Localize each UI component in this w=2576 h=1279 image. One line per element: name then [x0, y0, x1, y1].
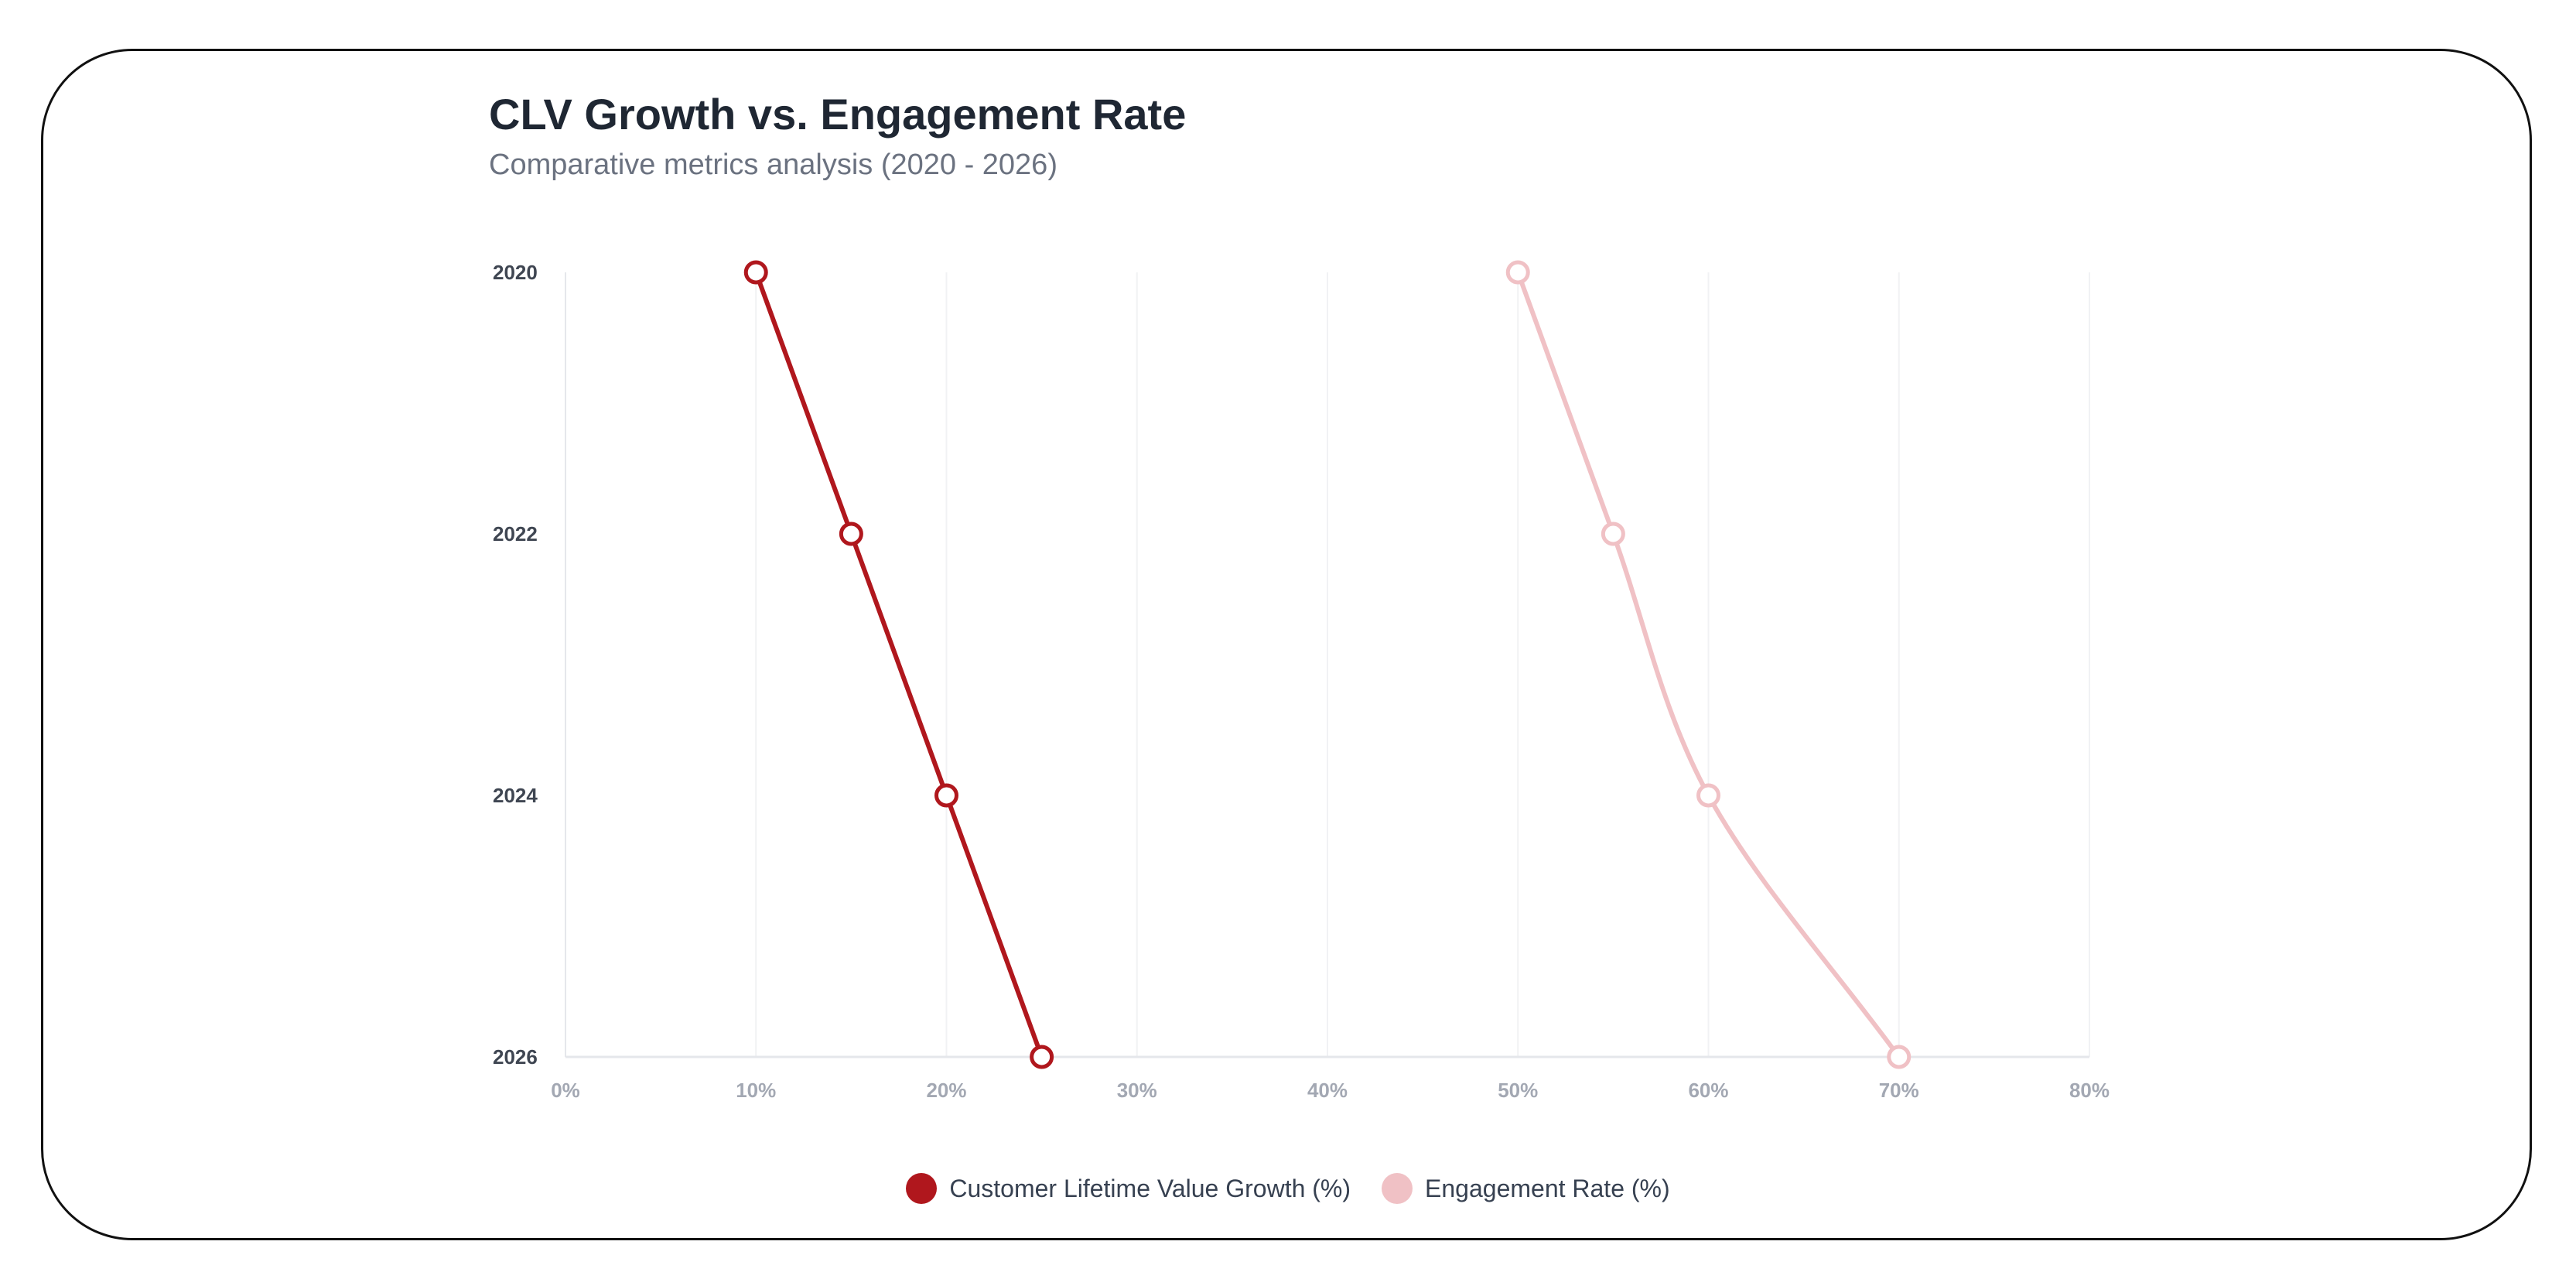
x-tick-label: 40%	[1307, 1079, 1348, 1102]
data-point	[1505, 260, 1530, 285]
series-line-0	[753, 271, 1044, 1058]
y-tick-label: 2024	[493, 784, 538, 807]
x-tick-label: 70%	[1879, 1079, 1919, 1102]
x-tick-label: 60%	[1688, 1079, 1728, 1102]
data-point	[743, 260, 768, 285]
y-tick-label: 2022	[493, 522, 538, 545]
series-line-1	[1515, 271, 1901, 1058]
legend-swatch-clv	[906, 1173, 938, 1204]
data-point	[934, 783, 958, 808]
chart-subtitle: Comparative metrics analysis (2020 - 202…	[489, 149, 1057, 181]
legend-item-clv[interactable]: Customer Lifetime Value Growth (%)	[906, 1173, 1351, 1204]
data-point	[1887, 1045, 1912, 1069]
data-point	[1601, 522, 1625, 546]
y-tick-label: 2020	[493, 261, 538, 284]
data-point	[839, 522, 863, 546]
legend-item-engagement[interactable]: Engagement Rate (%)	[1382, 1173, 1670, 1204]
y-tick-label: 2026	[493, 1045, 538, 1069]
card-frame	[41, 49, 2532, 1240]
data-point	[1030, 1045, 1054, 1069]
x-tick-label: 0%	[551, 1079, 580, 1102]
x-tick-label: 50%	[1498, 1079, 1538, 1102]
x-tick-label: 80%	[2069, 1079, 2110, 1102]
legend-swatch-engagement	[1382, 1173, 1413, 1204]
x-tick-label: 10%	[736, 1079, 776, 1102]
legend-label-clv: Customer Lifetime Value Growth (%)	[949, 1174, 1351, 1202]
legend-label-engagement: Engagement Rate (%)	[1425, 1174, 1670, 1202]
legend: Customer Lifetime Value Growth (%) Engag…	[0, 1173, 2576, 1204]
data-point	[1696, 783, 1720, 808]
x-tick-label: 20%	[926, 1079, 966, 1102]
x-tick-label: 30%	[1117, 1079, 1157, 1102]
chart-title: CLV Growth vs. Engagement Rate	[489, 90, 1187, 139]
